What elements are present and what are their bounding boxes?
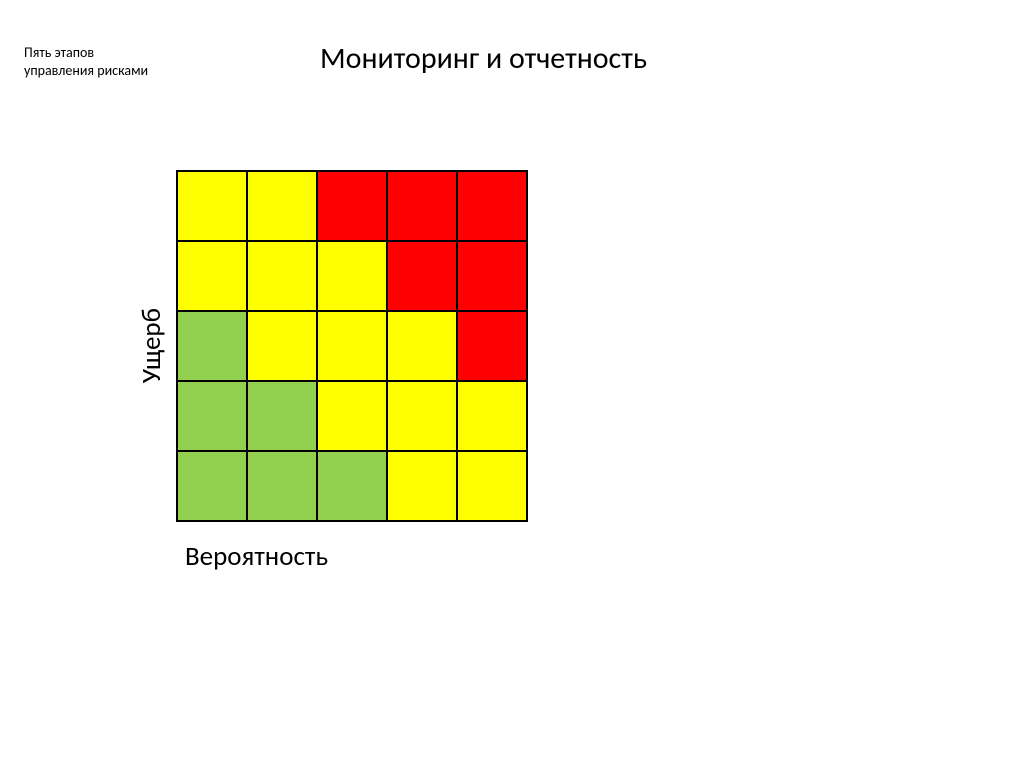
matrix-grid	[176, 170, 528, 522]
subtitle: Пять этапов управления рисками	[24, 44, 148, 80]
matrix-cell	[387, 241, 457, 311]
matrix-cell	[247, 381, 317, 451]
page-title: Мониторинг и отчетность	[320, 40, 647, 77]
subtitle-line2: управления рисками	[24, 62, 148, 80]
matrix-cell	[247, 451, 317, 521]
matrix-cell	[177, 311, 247, 381]
matrix-cell	[387, 451, 457, 521]
matrix-cell	[177, 241, 247, 311]
matrix-cell	[247, 311, 317, 381]
x-axis-label: Вероятность	[185, 540, 328, 573]
matrix-cell	[177, 451, 247, 521]
matrix-cell	[247, 171, 317, 241]
matrix-cell	[177, 381, 247, 451]
y-axis-label: Ущерб	[135, 308, 168, 383]
matrix-cell	[457, 311, 527, 381]
matrix-cell	[387, 381, 457, 451]
matrix-cell	[457, 451, 527, 521]
subtitle-line1: Пять этапов	[24, 44, 148, 62]
matrix-cell	[457, 381, 527, 451]
matrix-cell	[317, 381, 387, 451]
matrix-cell	[317, 311, 387, 381]
matrix-cell	[457, 241, 527, 311]
matrix-cell	[317, 171, 387, 241]
matrix-cell	[387, 311, 457, 381]
matrix-cell	[177, 171, 247, 241]
matrix-cell	[317, 241, 387, 311]
risk-matrix: Ущерб	[135, 170, 528, 522]
matrix-cell	[457, 171, 527, 241]
matrix-cell	[247, 241, 317, 311]
matrix-cell	[387, 171, 457, 241]
matrix-cell	[317, 451, 387, 521]
